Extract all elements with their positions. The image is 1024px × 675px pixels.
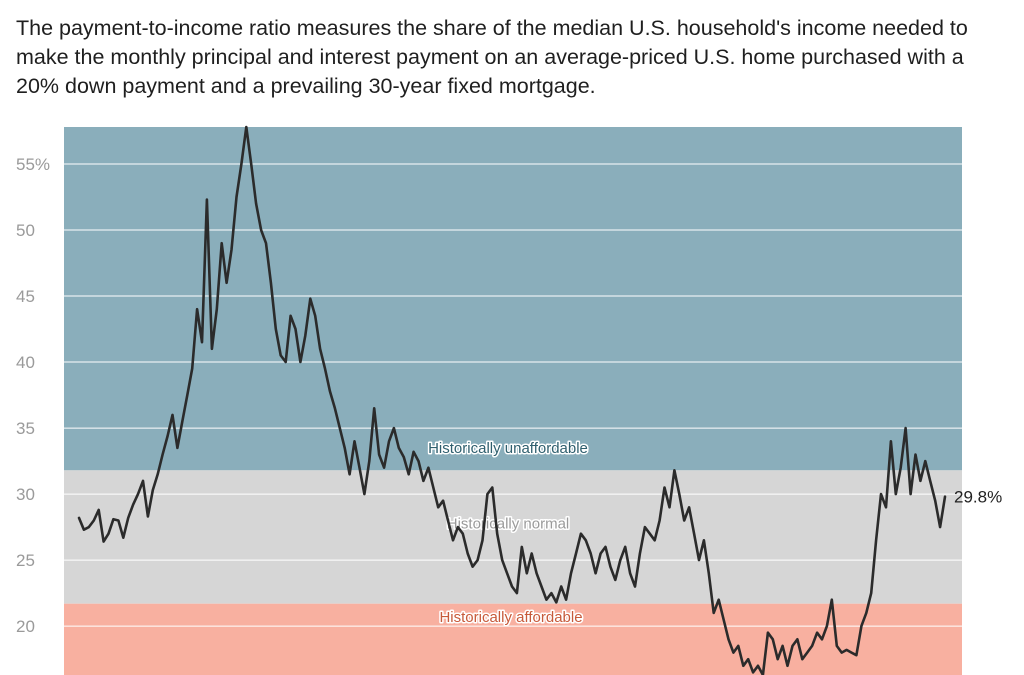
band-label-normal: Historically normal: [447, 515, 570, 532]
y-tick-label: 55%: [16, 155, 50, 174]
y-tick-label: 40: [16, 353, 35, 372]
y-tick-label: 45: [16, 287, 35, 306]
y-tick-label: 35: [16, 419, 35, 438]
y-tick-label: 25: [16, 551, 35, 570]
end-label-layer: 29.8%: [954, 488, 1002, 507]
series-layer: [77, 125, 947, 675]
y-tick-label: 30: [16, 485, 35, 504]
y-tick-label: 50: [16, 221, 35, 240]
payment-to-income-line: [77, 125, 947, 675]
band-label-affordable: Historically affordable: [439, 609, 582, 626]
band-unaffordable: [64, 127, 962, 471]
gridline-layer: [64, 163, 962, 627]
band-label-layer: Historically unaffordable Historically no…: [427, 439, 590, 628]
chart-description: The payment-to-income ratio measures the…: [16, 16, 968, 98]
band-affordable: [64, 603, 962, 675]
end-value-label: 29.8%: [954, 488, 1002, 507]
band-normal: [64, 470, 962, 604]
band-layer: [64, 127, 962, 675]
band-label-unaffordable: Historically unaffordable: [428, 440, 588, 457]
y-tick-label: 20: [16, 617, 35, 636]
y-axis-ticks: 55% 50 45 40 35 30 25 20: [16, 155, 50, 636]
